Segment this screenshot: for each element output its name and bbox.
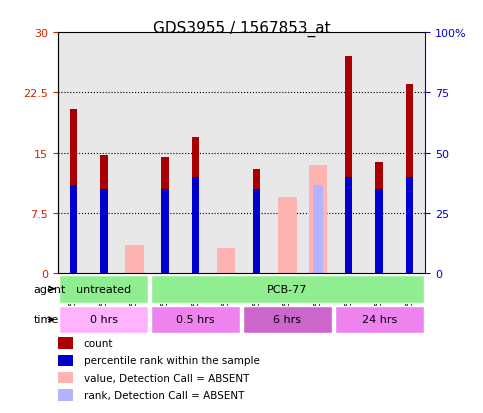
Bar <box>333 33 364 274</box>
Bar <box>345 57 352 274</box>
Bar <box>100 156 108 274</box>
Bar <box>345 178 352 274</box>
Text: agent: agent <box>33 284 66 294</box>
Bar <box>309 166 327 274</box>
Bar <box>375 163 383 274</box>
Bar <box>58 355 72 366</box>
Text: rank, Detection Call = ABSENT: rank, Detection Call = ABSENT <box>84 390 244 400</box>
Bar <box>88 33 119 274</box>
FancyBboxPatch shape <box>243 306 332 333</box>
Text: 6 hrs: 6 hrs <box>273 315 301 325</box>
Bar <box>161 157 169 274</box>
Text: 0 hrs: 0 hrs <box>90 315 118 325</box>
Text: time: time <box>33 315 59 325</box>
Bar <box>278 197 297 274</box>
Bar <box>406 178 413 274</box>
Bar <box>70 185 77 274</box>
Bar <box>253 169 260 274</box>
Bar <box>119 33 150 274</box>
Bar <box>313 185 323 274</box>
Bar <box>125 246 143 274</box>
Text: count: count <box>84 339 113 349</box>
Text: 24 hrs: 24 hrs <box>362 315 397 325</box>
Bar <box>100 190 108 274</box>
Bar <box>70 109 77 274</box>
Bar <box>192 178 199 274</box>
Bar <box>364 33 395 274</box>
Bar <box>58 337 72 349</box>
Bar <box>211 33 242 274</box>
FancyBboxPatch shape <box>151 306 240 333</box>
Bar <box>58 372 72 384</box>
Text: percentile rank within the sample: percentile rank within the sample <box>84 356 259 366</box>
FancyBboxPatch shape <box>335 306 424 333</box>
FancyBboxPatch shape <box>59 275 148 303</box>
Bar <box>161 190 169 274</box>
Bar <box>375 190 383 274</box>
Bar <box>180 33 211 274</box>
FancyBboxPatch shape <box>151 275 424 303</box>
Text: untreated: untreated <box>76 284 131 294</box>
Bar <box>395 33 425 274</box>
Bar <box>192 138 199 274</box>
Text: PCB-77: PCB-77 <box>267 284 308 294</box>
Text: value, Detection Call = ABSENT: value, Detection Call = ABSENT <box>84 373 249 382</box>
Text: GDS3955 / 1567853_at: GDS3955 / 1567853_at <box>153 21 330 37</box>
Bar <box>58 33 88 274</box>
Bar <box>58 389 72 401</box>
Bar <box>217 248 235 274</box>
Bar <box>272 33 303 274</box>
FancyBboxPatch shape <box>59 306 148 333</box>
Bar <box>150 33 180 274</box>
Bar <box>242 33 272 274</box>
Bar <box>253 190 260 274</box>
Bar <box>303 33 333 274</box>
Bar <box>406 85 413 274</box>
Text: 0.5 hrs: 0.5 hrs <box>176 315 215 325</box>
